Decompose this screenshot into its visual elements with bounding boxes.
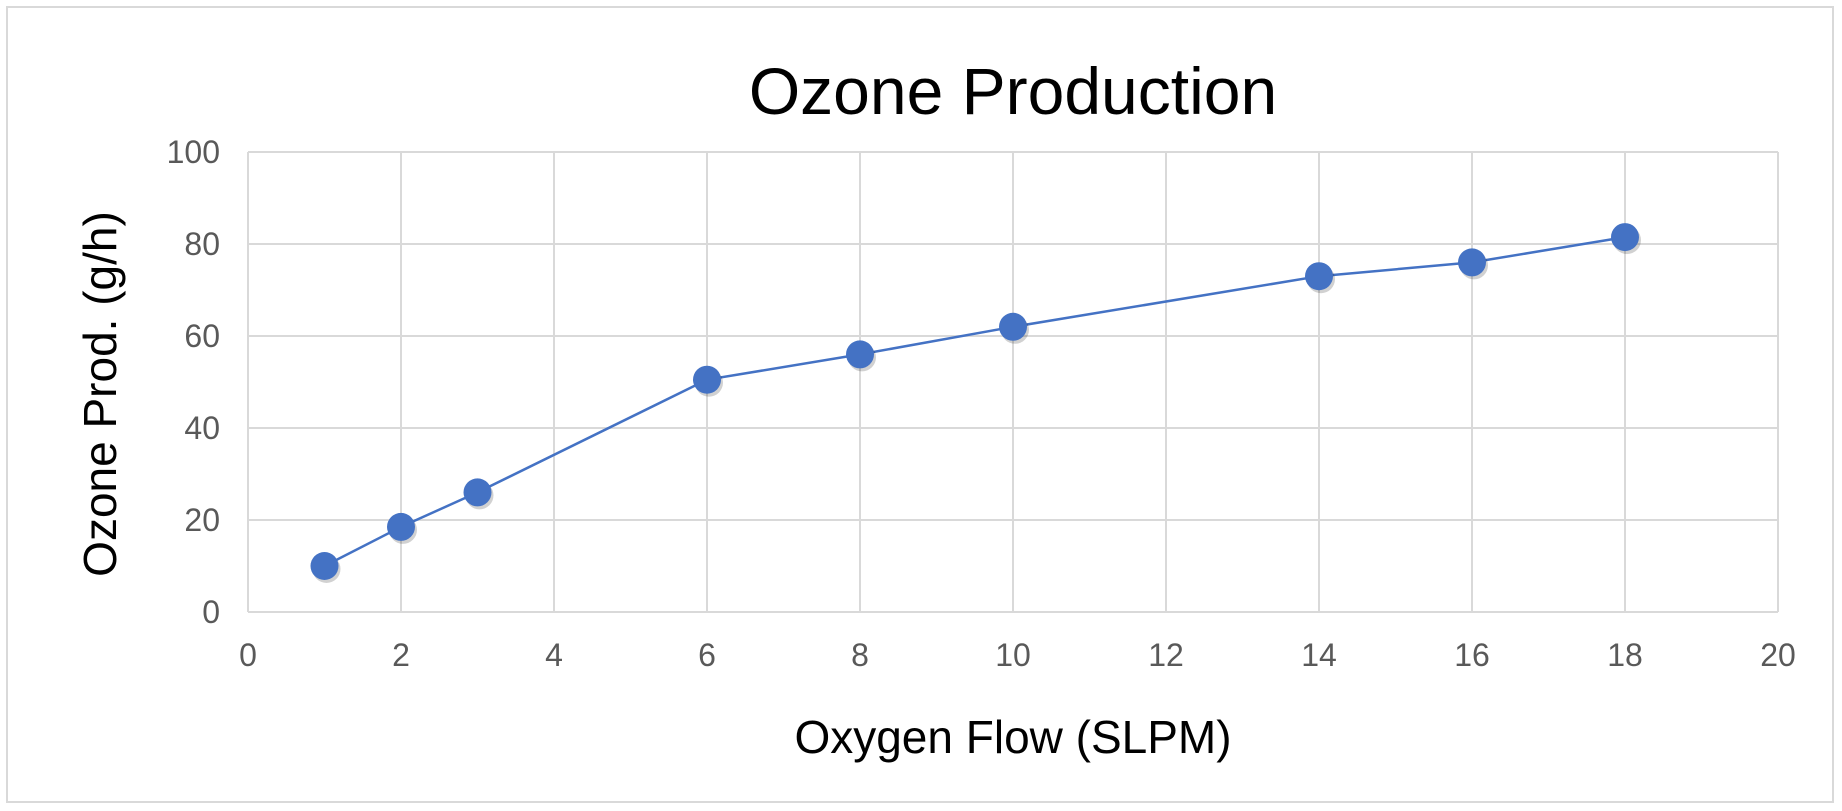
data-point [1305, 262, 1333, 291]
x-tick-label: 16 [1454, 637, 1490, 673]
data-point [1458, 248, 1486, 277]
grid [247, 151, 1779, 613]
data-point [310, 552, 339, 580]
x-tick-label: 20 [1760, 637, 1796, 673]
data-point [693, 365, 721, 394]
x-tick-label: 14 [1301, 637, 1337, 673]
data-point [463, 478, 492, 507]
x-tick-label: 2 [392, 637, 410, 673]
x-tick-label: 6 [698, 637, 716, 673]
y-axis-ticks: 0 20 40 60 80 100 [167, 134, 220, 630]
series-line [323, 235, 1626, 568]
data-point [846, 340, 874, 369]
x-tick-label: 18 [1607, 637, 1643, 673]
data-point [387, 512, 415, 541]
y-tick-label: 20 [184, 502, 220, 538]
y-tick-label: 100 [167, 134, 220, 170]
y-tick-label: 80 [184, 226, 220, 262]
scatter-chart: Ozone Production 0 20 40 60 80 100 0 2 4 6 8 10 12 1… [74, 54, 1796, 763]
x-tick-label: 8 [851, 637, 869, 673]
series [310, 223, 1641, 583]
x-tick-label: 12 [1148, 637, 1184, 673]
data-point [1611, 223, 1639, 252]
y-tick-label: 60 [184, 318, 220, 354]
data-point [999, 312, 1027, 341]
x-tick-label: 4 [545, 637, 563, 673]
y-axis-title: Ozone Prod. (g/h) [74, 211, 126, 577]
y-tick-label: 0 [202, 594, 220, 630]
chart-title: Ozone Production [749, 54, 1277, 128]
x-axis-title: Oxygen Flow (SLPM) [794, 711, 1231, 763]
y-tick-label: 40 [184, 410, 220, 446]
x-tick-label: 10 [995, 637, 1031, 673]
x-axis-ticks: 0 2 4 6 8 10 12 14 16 18 20 [239, 637, 1796, 673]
x-tick-label: 0 [239, 637, 257, 673]
chart-frame: Ozone Production 0 20 40 60 80 100 0 2 4 6 8 10 12 1… [6, 6, 1834, 803]
